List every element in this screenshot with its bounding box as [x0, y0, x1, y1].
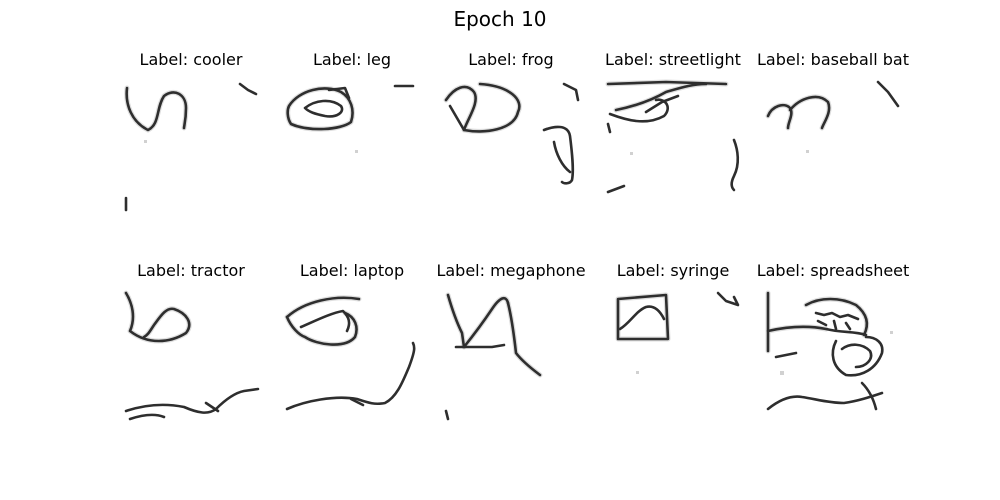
panel-cooler: Label: cooler: [124, 50, 258, 214]
frog-sketch: [443, 81, 580, 185]
panel-streetlight: Label: streetlight: [605, 50, 741, 214]
panel-label: Label: megaphone: [436, 261, 586, 280]
megaphone-sketch: [444, 292, 543, 421]
baseball-bat-sketch: [765, 80, 900, 153]
panel-label: Label: cooler: [139, 50, 243, 69]
spreadsheet-sketch: [765, 290, 893, 411]
panel-label: Label: frog: [468, 50, 554, 69]
panel-laptop: Label: laptop: [284, 261, 419, 425]
panel-frog: Label: frog: [443, 50, 580, 214]
panel-label: Label: streetlight: [605, 50, 741, 69]
panel-tractor: Label: tractor: [123, 261, 260, 425]
panel-spreadsheet: Label: spreadsheet: [757, 261, 909, 425]
tractor-sketch: [123, 290, 260, 421]
streetlight-sketch: [605, 79, 740, 194]
cooler-sketch: [124, 82, 258, 212]
panel-label: Label: laptop: [299, 261, 405, 280]
laptop-sketch: [284, 295, 416, 411]
panel-label: Label: leg: [312, 50, 392, 69]
panel-leg: Label: leg: [285, 50, 419, 214]
figure-title: Epoch 10: [453, 7, 547, 31]
panel-label: Label: spreadsheet: [756, 261, 910, 280]
syringe-sketch: [615, 291, 740, 374]
panel-label: Label: tractor: [137, 261, 245, 280]
panel-syringe: Label: syringe: [606, 261, 740, 425]
leg-sketch: [285, 84, 415, 153]
panel-label: Label: syringe: [616, 261, 730, 280]
panel-megaphone: Label: megaphone: [436, 261, 586, 425]
panel-baseball-bat: Label: baseball bat: [757, 50, 909, 214]
panel-label: Label: baseball bat: [757, 50, 909, 69]
